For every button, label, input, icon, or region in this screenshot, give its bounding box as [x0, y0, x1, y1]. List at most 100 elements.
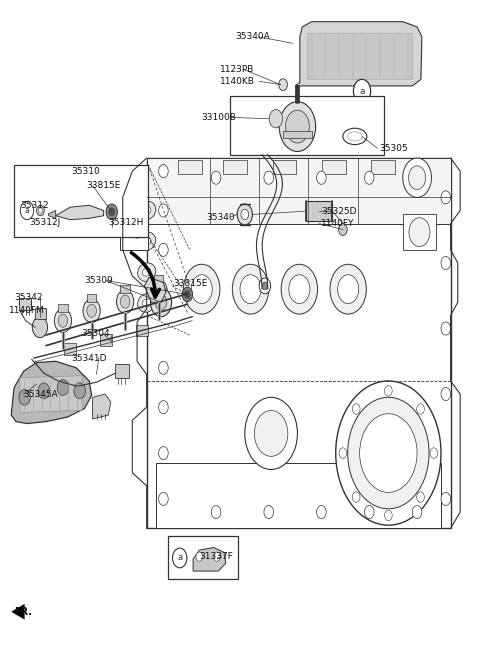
Circle shape [158, 447, 168, 460]
Ellipse shape [143, 299, 151, 307]
Circle shape [38, 208, 42, 213]
Polygon shape [11, 361, 92, 424]
Circle shape [183, 264, 220, 314]
Bar [120, 194, 148, 250]
Circle shape [58, 314, 68, 327]
Text: 35309: 35309 [84, 276, 113, 285]
Circle shape [317, 171, 326, 184]
Circle shape [19, 390, 30, 405]
Circle shape [430, 448, 438, 459]
Bar [136, 325, 148, 336]
Circle shape [417, 404, 424, 415]
Circle shape [74, 383, 85, 399]
Text: 35340: 35340 [206, 213, 235, 221]
Text: a: a [360, 87, 365, 96]
Text: 35305: 35305 [379, 144, 408, 152]
Circle shape [57, 380, 69, 396]
Circle shape [158, 492, 168, 505]
Circle shape [337, 275, 359, 304]
Circle shape [211, 505, 221, 518]
Ellipse shape [143, 268, 151, 276]
Circle shape [106, 204, 118, 219]
Circle shape [330, 264, 366, 314]
Circle shape [441, 322, 451, 335]
Bar [147, 158, 451, 223]
Circle shape [403, 158, 432, 197]
Bar [223, 160, 247, 174]
Text: 35342: 35342 [14, 292, 43, 302]
Bar [19, 298, 31, 310]
Bar [306, 201, 332, 221]
Circle shape [364, 505, 374, 518]
Circle shape [172, 548, 187, 568]
Circle shape [264, 505, 274, 518]
Circle shape [259, 278, 271, 294]
Ellipse shape [138, 201, 156, 220]
Circle shape [352, 404, 360, 415]
Text: 33815E: 33815E [173, 279, 207, 288]
Circle shape [241, 209, 249, 219]
Polygon shape [144, 277, 166, 302]
Circle shape [262, 282, 268, 290]
Circle shape [150, 279, 167, 303]
Circle shape [158, 165, 168, 177]
Circle shape [182, 287, 192, 302]
Text: 35312J: 35312J [29, 217, 60, 227]
Text: 1123PB: 1123PB [220, 65, 254, 74]
Circle shape [353, 79, 371, 103]
Circle shape [279, 102, 316, 152]
Text: 35325D: 35325D [322, 208, 357, 216]
Bar [14, 165, 148, 237]
Circle shape [158, 243, 168, 256]
Circle shape [156, 294, 167, 310]
Bar [230, 96, 384, 155]
Text: a: a [24, 206, 29, 215]
Circle shape [281, 264, 318, 314]
Circle shape [417, 492, 424, 503]
Circle shape [338, 223, 347, 235]
Text: 35341D: 35341D [72, 353, 107, 363]
Bar [35, 307, 46, 319]
Circle shape [151, 288, 171, 317]
Polygon shape [11, 604, 24, 620]
Ellipse shape [138, 263, 156, 281]
Circle shape [32, 317, 48, 338]
Circle shape [109, 208, 115, 215]
Text: 1140FM: 1140FM [9, 306, 45, 315]
Circle shape [184, 290, 190, 298]
Circle shape [364, 171, 374, 184]
Circle shape [348, 397, 429, 509]
Circle shape [441, 388, 451, 401]
Polygon shape [48, 210, 56, 218]
Circle shape [269, 110, 283, 128]
Circle shape [240, 275, 261, 304]
Circle shape [339, 448, 347, 459]
Bar [58, 304, 68, 312]
Text: 1140KB: 1140KB [220, 77, 255, 86]
Circle shape [289, 275, 310, 304]
Text: 35310: 35310 [72, 167, 100, 175]
Circle shape [127, 209, 148, 238]
Circle shape [286, 110, 310, 143]
Bar [115, 364, 129, 378]
Circle shape [245, 397, 298, 470]
Circle shape [279, 79, 288, 91]
Polygon shape [93, 394, 111, 419]
Circle shape [214, 552, 220, 561]
Ellipse shape [348, 132, 362, 141]
Polygon shape [56, 205, 104, 219]
Circle shape [211, 171, 221, 184]
Circle shape [232, 264, 269, 314]
Bar [371, 160, 395, 174]
Text: 35312H: 35312H [108, 217, 144, 227]
Ellipse shape [143, 206, 151, 214]
Text: 1140FY: 1140FY [322, 219, 355, 228]
Circle shape [117, 290, 134, 313]
Circle shape [158, 361, 168, 374]
Text: 35312: 35312 [20, 201, 48, 210]
Circle shape [158, 204, 168, 217]
Circle shape [412, 505, 422, 518]
Text: 35340A: 35340A [235, 32, 270, 41]
Bar [147, 158, 451, 528]
Bar [64, 343, 76, 355]
